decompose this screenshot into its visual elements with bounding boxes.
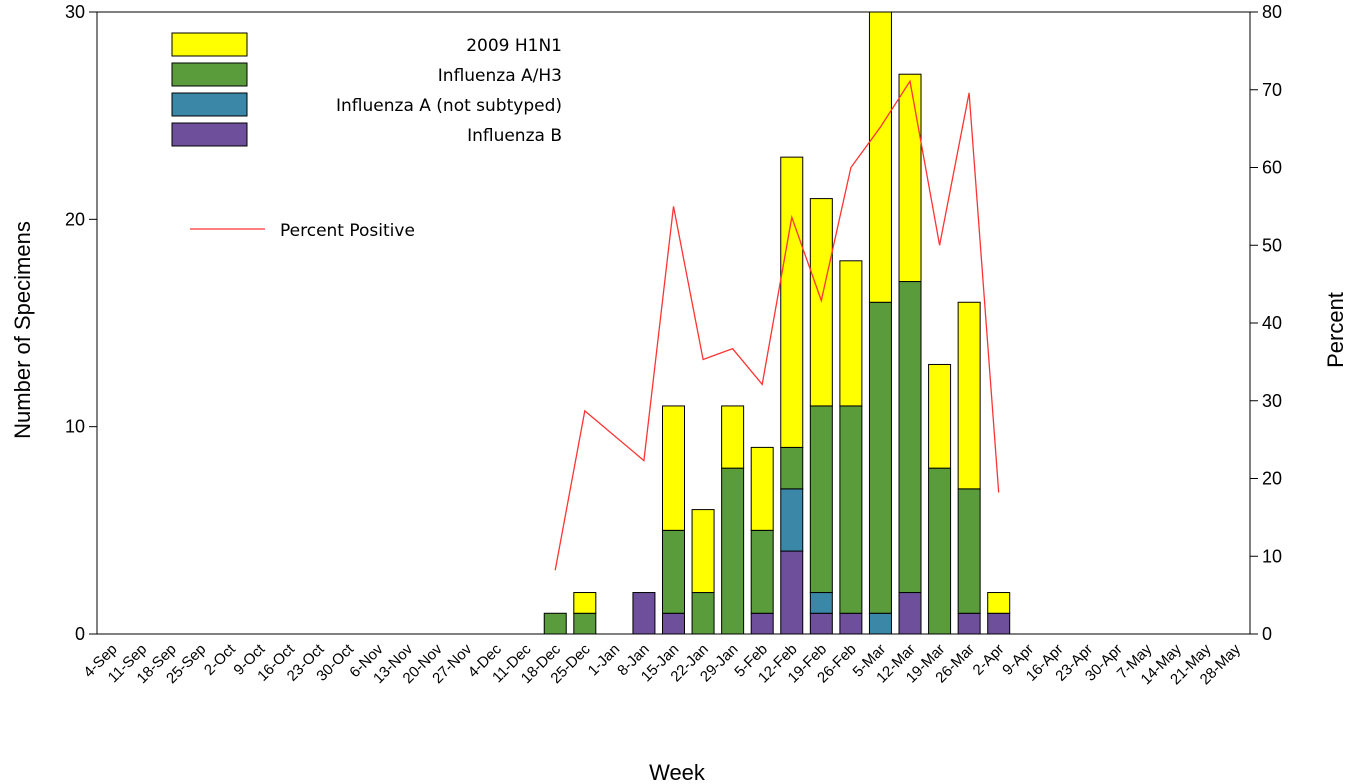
bar-segment [839, 260, 863, 407]
bar-segment [780, 446, 804, 490]
y2-tick-label: 40 [1262, 313, 1282, 333]
x-axis-title: Week [649, 760, 706, 784]
bar-segment [750, 612, 774, 635]
bar-segment [721, 467, 745, 635]
legend-label: Influenza A/H3 [438, 66, 562, 86]
bar-segment [898, 592, 922, 635]
bar-segment [809, 612, 833, 635]
bar-segment [957, 612, 981, 635]
bar-segment [987, 592, 1011, 614]
bar-segment [928, 467, 952, 635]
bar-segment [868, 612, 892, 635]
x-tick-label: 2-Oct [201, 640, 240, 679]
bar-segment [898, 281, 922, 594]
bar-segment [780, 156, 804, 448]
y2-tick-label: 80 [1262, 2, 1282, 22]
bar-segment [691, 509, 715, 594]
y2-tick-label: 70 [1262, 80, 1282, 100]
percent-positive-line [554, 79, 1000, 571]
bar-segment [928, 363, 952, 469]
y-tick-label: 30 [65, 2, 85, 22]
legend-swatch [171, 122, 248, 147]
legend-label: Percent Positive [280, 221, 415, 241]
legend-label: Influenza A (not subtyped) [336, 96, 562, 116]
bar-segment [662, 405, 685, 531]
y-axis-title: Number of Specimens [10, 221, 35, 439]
bar-segment [898, 73, 922, 283]
bar-segment [839, 405, 863, 614]
legend-swatch [171, 62, 248, 87]
bar-segment [780, 550, 804, 635]
bar-segment [632, 592, 656, 635]
legend-label: 2009 H1N1 [466, 36, 562, 56]
plot-area: 0102030010203040506070804-Sep11-Sep18-Se… [65, 2, 1282, 688]
bar-segment [868, 11, 892, 303]
bar-segment [987, 612, 1011, 635]
y2-tick-label: 30 [1262, 391, 1282, 411]
y2-tick-label: 0 [1262, 624, 1272, 644]
bar-segment [691, 592, 715, 635]
y2-tick-label: 50 [1262, 235, 1282, 255]
x-tick-label: 2-Apr [970, 641, 1008, 679]
y2-tick-label: 60 [1262, 158, 1282, 178]
x-tick-label: 1-Jan [585, 641, 624, 680]
y2-tick-label: 10 [1262, 546, 1282, 566]
bar-segment [957, 488, 981, 614]
y-tick-label: 10 [65, 417, 85, 437]
bar-segment [573, 612, 597, 635]
bar-segment [750, 529, 774, 614]
bar-segment [868, 301, 892, 614]
bar-segment [780, 488, 804, 552]
y-tick-label: 0 [75, 624, 85, 644]
bar-segment [809, 405, 833, 594]
bar-segment [662, 612, 685, 635]
bar-segment [809, 592, 833, 614]
legend-swatch [171, 92, 248, 117]
bar-segment [721, 405, 745, 469]
y2-axis-title: Percent [1323, 292, 1348, 368]
bar-segment [957, 301, 981, 490]
legend-swatch [171, 32, 248, 57]
bar-segment [543, 612, 567, 635]
bar-segment [750, 446, 774, 531]
bar-segment [839, 612, 863, 635]
y-tick-label: 20 [65, 209, 85, 229]
bar-segment [662, 529, 685, 614]
bar-segment [573, 592, 597, 614]
y2-tick-label: 20 [1262, 469, 1282, 489]
legend-label: Influenza B [467, 126, 562, 146]
